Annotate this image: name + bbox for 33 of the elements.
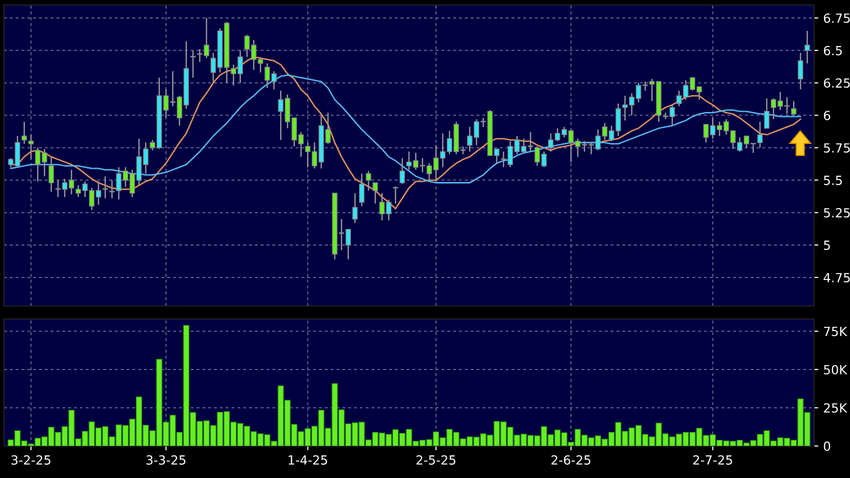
candlestick <box>366 170 372 192</box>
x-tick-label: 2-5-25 <box>416 455 456 465</box>
candlestick <box>48 156 54 192</box>
candlestick <box>372 182 378 204</box>
y-tick-label: 5.75 <box>824 143 850 153</box>
y-tick-label: 4.75 <box>824 273 850 282</box>
y-tick-label: 6.25 <box>824 78 850 88</box>
candlestick <box>804 30 810 64</box>
y-tick-label: 5 <box>824 240 830 250</box>
y-tick-label: 5.5 <box>824 176 842 186</box>
y-tick-label: 75K <box>824 326 848 336</box>
candlestick <box>764 98 770 129</box>
y-tick-label: 6.5 <box>824 46 842 56</box>
candlestick <box>757 121 763 148</box>
x-tick-label: 3-2-25 <box>12 455 50 465</box>
candlestick <box>392 186 398 204</box>
y-tick-label: 0 <box>824 441 830 451</box>
candlestick <box>22 121 27 144</box>
x-tick-label: 2-7-25 <box>693 455 732 465</box>
y-tick-label: 25K <box>824 403 848 413</box>
candlestick <box>352 192 358 224</box>
candlestick <box>798 52 804 90</box>
x-tick-label: 3-3-25 <box>146 455 186 465</box>
x-tick-label: 1-4-25 <box>288 455 328 465</box>
candlestick <box>359 173 364 207</box>
candlestick <box>791 100 796 116</box>
candlestick <box>400 157 405 185</box>
x-tick-label: 2-6-25 <box>552 455 590 465</box>
y-tick-label: 50K <box>824 364 848 374</box>
y-tick-label: 5.25 <box>824 208 850 218</box>
candlestick <box>190 50 196 78</box>
y-tick-label: 6.75 <box>824 13 850 23</box>
y-tick-label: 6 <box>824 110 830 120</box>
